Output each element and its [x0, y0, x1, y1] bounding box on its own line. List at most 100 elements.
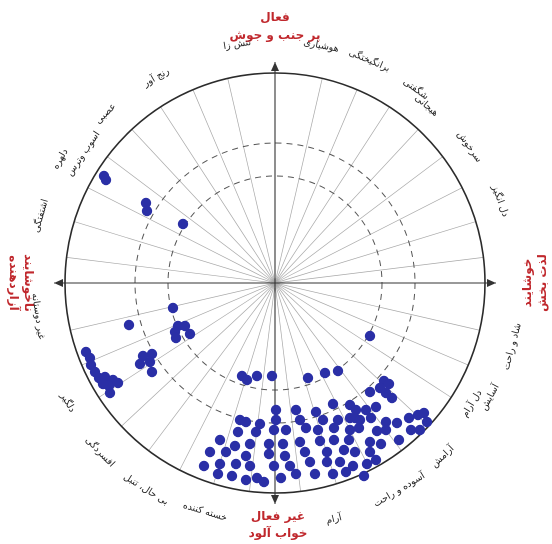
data-point: [240, 474, 252, 486]
data-point: [263, 448, 275, 460]
spoke-line: [274, 282, 480, 331]
data-point: [241, 374, 253, 386]
data-points: [80, 170, 433, 488]
data-point: [380, 424, 392, 436]
data-point: [353, 422, 365, 434]
data-point: [361, 458, 373, 470]
spoke-line: [274, 282, 469, 366]
data-point: [177, 218, 189, 230]
spoke-line: [274, 282, 452, 398]
right-caption-line2: خوشایند: [520, 259, 535, 308]
axis-arrowhead: [54, 279, 63, 287]
data-point: [393, 434, 405, 446]
data-point: [251, 370, 263, 382]
data-point: [418, 407, 430, 419]
data-point: [360, 404, 372, 416]
data-point: [403, 412, 415, 424]
emotion-label: بی حال، تنبل: [121, 471, 170, 507]
emotion-label: رنج آور: [140, 64, 172, 90]
data-point: [137, 350, 149, 362]
emotion-label: برانگیختگی: [347, 46, 392, 74]
spoke-line: [66, 257, 276, 284]
data-point: [184, 328, 196, 340]
spoke-line: [98, 282, 276, 398]
data-point: [258, 476, 270, 488]
data-point: [370, 401, 382, 413]
data-point: [140, 197, 152, 209]
bottom-caption-line1: غیر فعال: [251, 509, 305, 523]
data-point: [338, 444, 350, 456]
data-point: [146, 348, 158, 360]
data-point: [300, 422, 312, 434]
data-point: [144, 356, 156, 368]
data-point: [240, 416, 252, 428]
data-point: [226, 470, 238, 482]
data-point: [141, 205, 153, 217]
left-caption-line1: آزاردهنده: [7, 255, 22, 311]
data-point: [334, 456, 346, 468]
data-point: [375, 438, 387, 450]
data-point: [321, 446, 333, 458]
data-point: [421, 416, 433, 428]
data-point: [365, 412, 377, 424]
data-point: [290, 404, 302, 416]
emotion-label: عصبی: [93, 101, 118, 126]
axis-captions: فعال پر جنب و جوش غیر فعال خواب آلود لذت…: [7, 10, 549, 541]
spoke-line: [249, 282, 276, 492]
data-point: [350, 404, 362, 416]
data-point: [294, 414, 306, 426]
data-point: [327, 398, 339, 410]
emotion-label: غیر دوستانه: [29, 293, 46, 340]
data-point: [277, 438, 289, 450]
data-point: [229, 440, 241, 452]
spoke-line: [274, 282, 301, 492]
data-point: [244, 460, 256, 472]
data-point: [302, 372, 314, 384]
data-point: [364, 436, 376, 448]
data-point: [364, 446, 376, 458]
data-point: [123, 319, 135, 331]
data-point: [204, 446, 216, 458]
data-point: [310, 406, 322, 418]
spoke-line: [87, 187, 276, 284]
data-point: [405, 424, 417, 436]
data-point: [328, 422, 340, 434]
data-point: [214, 434, 226, 446]
data-point: [266, 370, 278, 382]
emotion-label: سرخوش: [455, 129, 484, 164]
spoke-line: [131, 129, 276, 284]
data-point: [179, 320, 191, 332]
data-point: [240, 450, 252, 462]
data-point: [370, 454, 382, 466]
data-point: [358, 470, 370, 482]
top-caption-line1: فعال: [260, 10, 290, 24]
spoke-line: [179, 282, 276, 471]
top-caption-line2: پر جنب و جوش: [230, 28, 321, 43]
data-point: [244, 438, 256, 450]
emotion-label: اشتفتگی: [30, 198, 51, 234]
spoke-line: [121, 282, 276, 427]
data-point: [327, 468, 339, 480]
emotion-label: دل انگیز: [489, 183, 512, 219]
spoke-line: [274, 106, 390, 284]
axis-arrowhead: [487, 279, 496, 287]
spoke-line: [274, 129, 419, 284]
axis-arrowhead: [271, 62, 279, 71]
spoke-line: [274, 221, 476, 284]
spoke-line: [274, 187, 463, 284]
data-point: [275, 472, 287, 484]
emotion-label: آرام: [324, 510, 343, 527]
data-point: [309, 468, 321, 480]
data-point: [364, 330, 376, 342]
data-point: [250, 426, 262, 438]
bottom-caption-line2: خواب آلود: [249, 525, 308, 541]
emotion-label: افسردگی: [83, 434, 118, 469]
data-point: [391, 417, 403, 429]
right-caption-line1: لذت بخش: [535, 254, 549, 312]
spoke-line: [274, 89, 358, 284]
spoke-line: [274, 78, 323, 284]
spoke-line: [227, 78, 276, 284]
data-point: [214, 458, 226, 470]
data-point: [112, 377, 124, 389]
data-point: [386, 392, 398, 404]
